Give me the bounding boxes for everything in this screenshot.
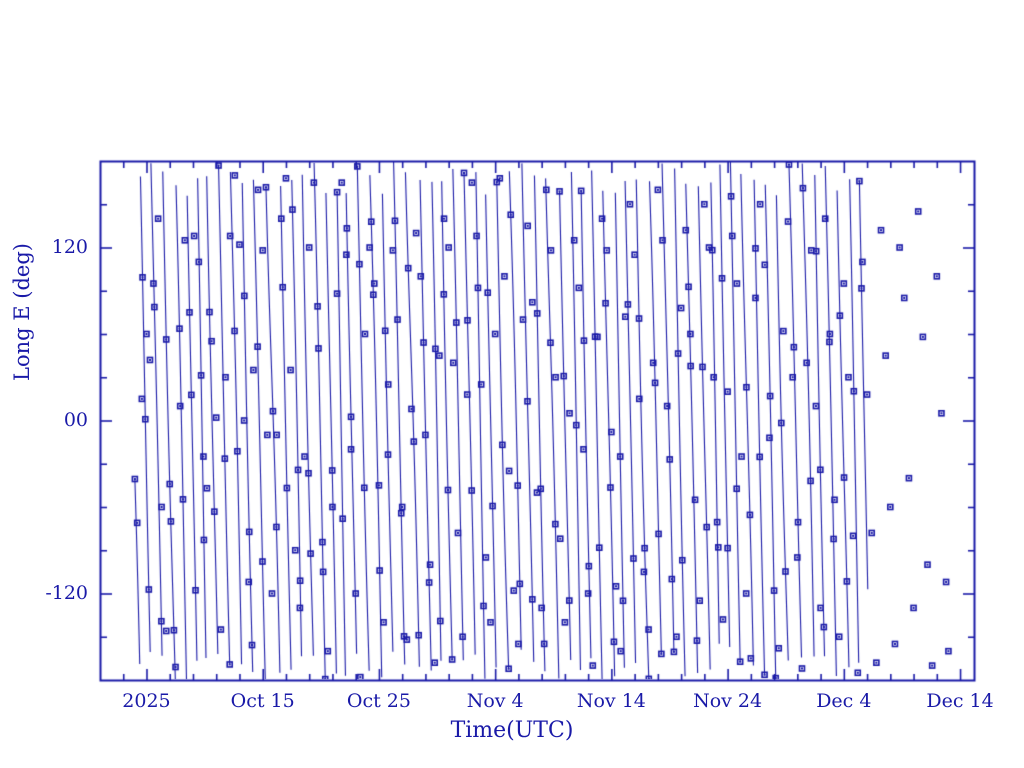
y-tick-label: -120 [45, 581, 88, 604]
x-axis-title: Time(UTC) [450, 718, 574, 743]
y-tick-label: 120 [51, 235, 88, 258]
x-tick-label: Dec 4 [816, 690, 872, 712]
x-tick-label: Dec 14 [926, 690, 994, 712]
x-tick-label: Nov 4 [466, 690, 524, 712]
x-tick-label: Nov 14 [576, 690, 646, 712]
x-tick-label: Nov 24 [693, 690, 763, 712]
x-tick-label: 2025 [122, 690, 171, 712]
x-tick-label: Oct 25 [346, 690, 411, 712]
y-tick-label: 00 [63, 408, 88, 431]
x-tick-label: Oct 15 [230, 690, 295, 712]
